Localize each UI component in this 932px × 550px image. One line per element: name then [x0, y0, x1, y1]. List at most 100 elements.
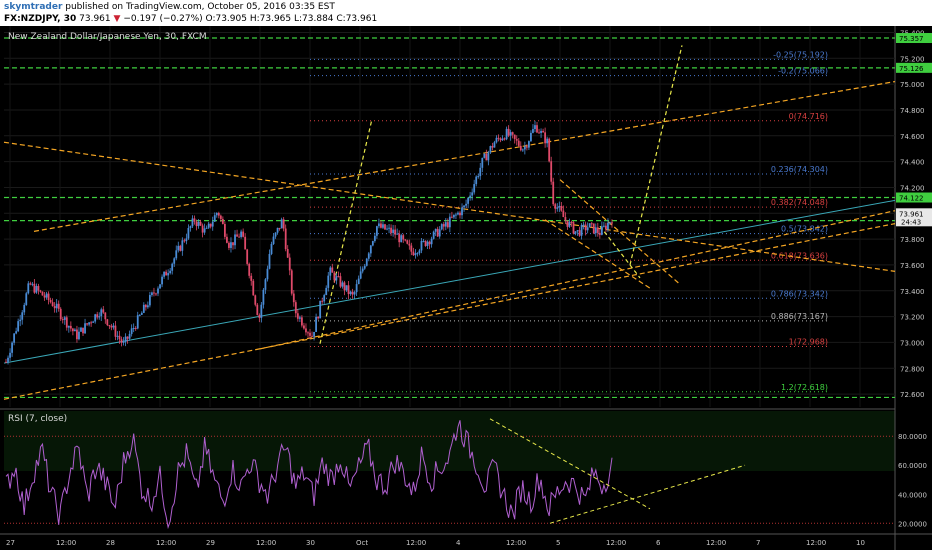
- candle-body: [61, 319, 64, 321]
- chart-canvas[interactable]: 0.236(74.304) 0.382(74.048) 0.5(73.842) 0.6…: [0, 26, 932, 550]
- candle-body: [100, 309, 103, 317]
- candle-body: [43, 295, 46, 298]
- candle-body: [471, 192, 474, 196]
- candle-body: [260, 304, 263, 318]
- candle-body: [94, 314, 97, 322]
- publication-header: skymtrader published on TradingView.com,…: [0, 0, 932, 26]
- candle-body: [477, 176, 480, 178]
- candle-body: [317, 316, 320, 319]
- candle-body: [365, 258, 368, 266]
- candle-body: [596, 227, 599, 233]
- candle-body: [138, 314, 141, 316]
- price-level-badge: [896, 33, 932, 44]
- candle-body: [244, 236, 247, 250]
- rsi-axis[interactable]: 20.0000 40.0000 60.0000 80.0000: [898, 433, 927, 528]
- wedge-upper: [559, 179, 681, 285]
- time-tick-label: 12:00: [606, 539, 626, 547]
- channel-lower: [3, 223, 896, 400]
- candle-body: [136, 315, 139, 329]
- candle-body: [473, 184, 476, 193]
- candle-body: [165, 271, 168, 276]
- candle-body: [286, 249, 289, 258]
- candle-body: [110, 325, 113, 328]
- candle-body: [223, 224, 226, 237]
- candle-body: [388, 227, 390, 229]
- down-arrow-icon: ▼: [113, 14, 121, 24]
- candle-body: [550, 161, 553, 182]
- candle-body: [203, 228, 206, 233]
- candle-body: [319, 300, 322, 319]
- chart-title: New Zealand Dollar/Japanese Yen, 30, FXC…: [8, 32, 207, 42]
- candle-body: [118, 335, 121, 340]
- candle-body: [5, 361, 7, 363]
- grid: [4, 26, 895, 407]
- candle-body: [584, 224, 587, 231]
- candle-body: [205, 227, 208, 229]
- candle-body: [384, 224, 386, 230]
- candle-body: [382, 224, 384, 228]
- candle-body: [213, 215, 216, 222]
- candle-body: [432, 231, 435, 239]
- candle-body: [296, 313, 299, 319]
- projection-arrow-2: [629, 45, 683, 266]
- candle-body: [313, 331, 315, 337]
- candle-body: [92, 321, 95, 323]
- candle-body: [262, 289, 265, 305]
- candle-body: [357, 278, 360, 285]
- time-tick-label: 27: [6, 539, 15, 547]
- candle-body: [183, 240, 186, 242]
- candle-body: [406, 240, 409, 244]
- candle-body: [479, 167, 482, 177]
- candle-body: [280, 219, 283, 229]
- candle-body: [9, 352, 11, 358]
- candle-body: [27, 283, 30, 294]
- price-tick-label: 73.400: [900, 288, 925, 296]
- candle-body: [47, 293, 50, 301]
- candle-body: [189, 226, 192, 228]
- candle-body: [45, 293, 48, 298]
- rsi-tick-label: 60.0000: [898, 462, 927, 470]
- candle-body: [558, 205, 561, 208]
- time-tick-label: 12:00: [706, 539, 726, 547]
- candle-body: [120, 339, 123, 343]
- candle-body: [430, 238, 433, 245]
- fib-level-label: 0.382(74.048): [771, 198, 828, 207]
- candle-body: [489, 146, 492, 153]
- candle-body: [153, 292, 155, 294]
- wedge-lower: [544, 219, 651, 289]
- candle-body: [266, 268, 269, 280]
- time-axis[interactable]: 27 12:00 28 12:00 29 12:00 30 Oct 12:00 4 12:00 5 12…: [6, 539, 865, 547]
- author-link[interactable]: skymtrader: [4, 2, 63, 12]
- fib-level-label: 0.618(73.636): [771, 251, 828, 260]
- candle-body: [108, 325, 111, 327]
- candle-body: [467, 197, 470, 204]
- candle-body: [517, 140, 520, 146]
- candle-body: [369, 245, 372, 254]
- time-tick-label: 28: [106, 539, 115, 547]
- candle-body: [13, 333, 16, 343]
- horizontal-levels: [4, 37, 895, 399]
- candle-body: [185, 238, 188, 242]
- price-tick-label: 74.200: [900, 184, 925, 192]
- candle-body: [560, 205, 563, 211]
- candle-body: [250, 275, 253, 281]
- candle-body: [457, 212, 459, 215]
- candle-body: [173, 258, 176, 264]
- candle-body: [576, 230, 579, 232]
- candle-body: [282, 219, 285, 229]
- candle-body: [175, 250, 178, 259]
- price-axis[interactable]: 72.600 72.800 73.000 73.200 73.400 73.600 73.8…: [896, 29, 932, 399]
- candle-body: [453, 214, 455, 218]
- candle-body: [396, 233, 399, 235]
- candle-body: [590, 223, 593, 225]
- candle-body: [566, 220, 569, 227]
- rsi-line: [5, 420, 613, 530]
- time-tick-label: 12:00: [56, 539, 76, 547]
- candle-body: [442, 224, 445, 227]
- candle-body: [428, 241, 431, 245]
- candle-body: [351, 291, 354, 295]
- candle-body: [82, 327, 84, 334]
- candle-body: [53, 306, 56, 309]
- candle-body: [303, 325, 305, 329]
- candle-body: [29, 283, 32, 285]
